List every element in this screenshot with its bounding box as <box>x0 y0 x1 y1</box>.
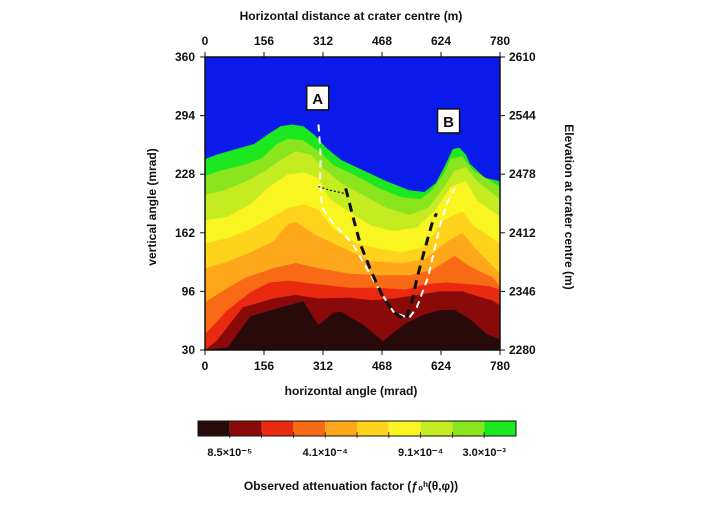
y2-tick-label: 2610 <box>509 50 536 64</box>
colorbar-swatch-8 <box>420 421 453 436</box>
x-tick-label: 312 <box>313 359 333 373</box>
y2-tick-label: 2478 <box>509 167 536 181</box>
x-tick-label: 0 <box>202 359 209 373</box>
x2-tick-label: 468 <box>372 34 392 48</box>
y2-tick-label: 2280 <box>509 343 536 357</box>
bottom-axis: 0 156 312 468 624 780 <box>202 350 510 373</box>
top-axis-title: Horizontal distance at crater centre (m) <box>240 9 463 23</box>
y-tick-label: 96 <box>182 284 196 298</box>
level-region-1 <box>205 301 500 350</box>
colorbar-swatch-2 <box>229 421 262 436</box>
marker-label-a: A <box>312 91 323 108</box>
y-tick-label: 294 <box>175 109 195 123</box>
trace-path-black <box>344 188 438 323</box>
y-tick-label: 360 <box>175 50 195 64</box>
x2-tick-label: 156 <box>254 34 274 48</box>
colorbar-swatch-6 <box>357 421 389 436</box>
bottom-axis-title: horizontal angle (mrad) <box>285 384 418 398</box>
colorbar-tick-label: 4.1×10⁻⁴ <box>303 447 348 459</box>
x-tick-label: 156 <box>254 359 274 373</box>
colorbar-tick-label: 9.1×10⁻⁴ <box>398 447 443 459</box>
colorbar-swatch-10 <box>484 421 516 436</box>
colorbar-swatch-7 <box>388 421 421 436</box>
colorbar-caption: Observed attenuation factor (ƒ₀ʰ(θ,φ)) <box>244 479 458 493</box>
plot-frame <box>204 56 501 351</box>
marker-box-b <box>436 108 461 134</box>
x2-tick-label: 780 <box>490 34 510 48</box>
marker-box-a <box>305 85 330 111</box>
colorbar-swatch-4 <box>293 421 326 436</box>
y2-tick-label: 2544 <box>509 109 536 123</box>
y2-tick-label: 2412 <box>509 226 536 240</box>
x2-tick-label: 0 <box>202 34 209 48</box>
heatmap-plot: AB <box>204 56 501 351</box>
y-tick-label: 30 <box>182 343 196 357</box>
x2-tick-label: 624 <box>431 34 451 48</box>
left-axis: 30 96 162 228 294 360 <box>175 50 205 357</box>
colorbar-frame <box>197 420 517 437</box>
x-tick-label: 624 <box>431 359 451 373</box>
colorbar-swatch-3 <box>261 421 294 436</box>
y-tick-label: 228 <box>175 167 195 181</box>
y-tick-label: 162 <box>175 226 195 240</box>
marker-label-b: B <box>443 114 454 131</box>
left-axis-title: vertical angle (mrad) <box>145 148 159 265</box>
right-axis-title: Elevation at crater centre (m) <box>562 124 576 289</box>
colorbar-tick-label: 3.0×10⁻³ <box>462 447 506 459</box>
colorbar-swatch-1 <box>198 421 230 436</box>
top-axis: 0 156 312 468 624 780 <box>202 34 510 57</box>
colorbar-tick-label: 8.5×10⁻⁵ <box>207 447 252 459</box>
colorbar-swatch-9 <box>452 421 485 436</box>
colorbar: 8.5×10⁻⁵ 4.1×10⁻⁴ 9.1×10⁻⁴ 3.0×10⁻³ <box>197 420 517 459</box>
right-axis: 2280 2346 2412 2478 2544 2610 <box>500 50 536 357</box>
y2-tick-label: 2346 <box>509 284 536 298</box>
colorbar-swatch-5 <box>325 421 357 436</box>
x-tick-label: 468 <box>372 359 392 373</box>
x-tick-label: 780 <box>490 359 510 373</box>
x2-tick-label: 312 <box>313 34 333 48</box>
